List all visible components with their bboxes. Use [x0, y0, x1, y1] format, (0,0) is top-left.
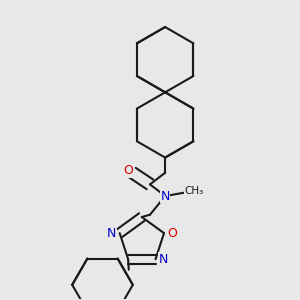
- Text: N: N: [107, 226, 116, 240]
- Text: N: N: [159, 253, 168, 266]
- Text: CH₃: CH₃: [185, 186, 204, 197]
- Text: N: N: [160, 190, 170, 202]
- Text: O: O: [123, 164, 133, 177]
- Text: O: O: [167, 226, 177, 240]
